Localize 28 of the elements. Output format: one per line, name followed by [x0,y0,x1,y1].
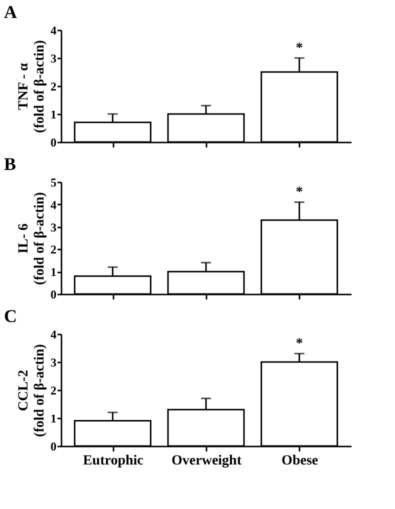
chart-title: C [4,306,17,326]
y-tick-label: 0 [50,288,56,302]
y-tick-label: 0 [50,440,56,454]
y-axis-title: CCL-2 (fold of β-actin) [16,344,48,437]
annotation: * [296,336,303,352]
x-tick-label: Obese [282,454,318,468]
y-tick-label: 4 [50,24,56,38]
y-tick-label: 1 [50,108,56,122]
chart-title: A [4,2,17,22]
annotation: * [296,185,303,200]
y-tick-label: 2 [50,80,56,94]
y-tick-label: 5 [50,176,56,190]
y-axis-title: IL- 6 (fold of β-actin) [16,192,48,285]
y-tick-label: 0 [50,136,56,150]
chart-title: B [4,154,16,174]
annotation: * [296,41,303,56]
x-tick-label: Overweight [172,454,242,468]
y-tick-label: 4 [50,328,56,342]
y-tick-label: 4 [50,198,56,212]
y-tick-label: 1 [50,265,56,280]
y-tick-label: 3 [50,220,56,234]
x-tick-label: Eutrophic [82,454,144,468]
y-tick-label: 2 [50,384,56,398]
y-tick-label: 3 [50,356,56,370]
y-tick-label: 3 [50,52,56,66]
y-axis-title: TNF - α (fold of β-actin) [16,40,48,133]
y-tick-label: 2 [50,242,56,257]
y-tick-label: 1 [50,412,56,426]
